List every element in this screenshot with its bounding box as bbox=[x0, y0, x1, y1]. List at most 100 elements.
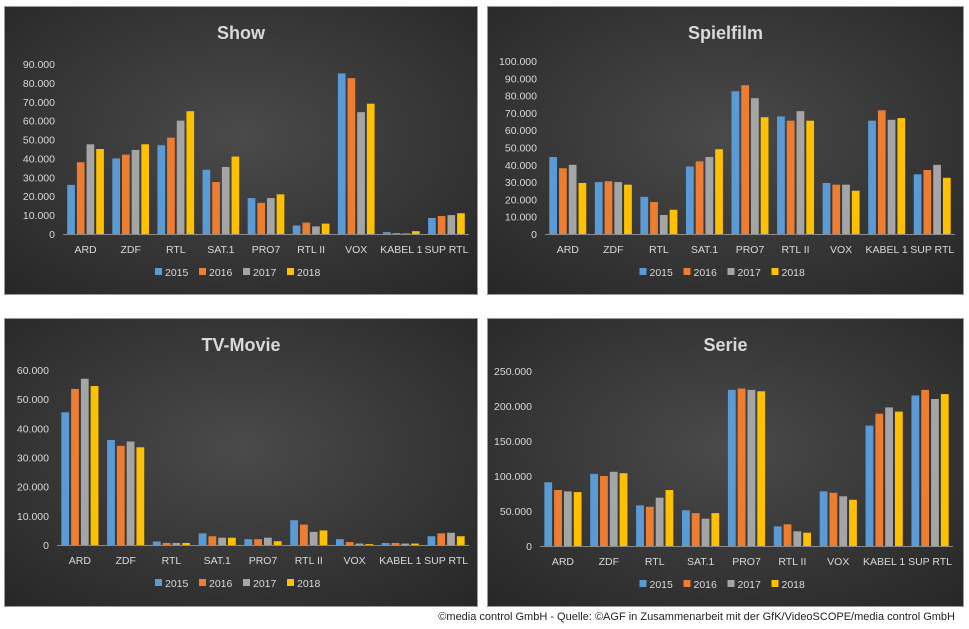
bar-vox-2017 bbox=[839, 496, 848, 546]
x-tick-label: ARD bbox=[552, 556, 575, 568]
y-tick-label: 90.000 bbox=[505, 73, 537, 85]
bar-kabel-1-2015 bbox=[868, 120, 876, 234]
bar-ard-2015 bbox=[67, 184, 75, 234]
legend-swatch-2017 bbox=[727, 268, 735, 275]
x-tick-label: PRO7 bbox=[252, 244, 281, 256]
x-tick-label: ARD bbox=[557, 244, 580, 256]
legend-swatch-2017 bbox=[727, 580, 735, 587]
bar-ard-2017 bbox=[563, 491, 572, 546]
bar-vox-2017 bbox=[357, 112, 365, 234]
chart-background bbox=[5, 7, 477, 294]
bar-pro7-2018 bbox=[276, 194, 285, 234]
bar-sup-rtl-2015 bbox=[428, 217, 436, 234]
bar-rtl-2017 bbox=[659, 214, 668, 234]
y-tick-label: 80.000 bbox=[505, 91, 537, 103]
bar-rtl-ii-2015 bbox=[773, 526, 782, 546]
y-tick-label: 60.000 bbox=[17, 365, 49, 377]
bar-sat-1-2017 bbox=[701, 518, 710, 546]
bar-zdf-2016 bbox=[122, 154, 130, 234]
y-tick-label: 0 bbox=[526, 541, 532, 553]
bar-kabel-1-2016 bbox=[875, 413, 884, 546]
bar-zdf-2016 bbox=[116, 445, 125, 545]
bar-rtl-2015 bbox=[157, 145, 166, 234]
x-tick-label: RTL II bbox=[297, 244, 325, 256]
y-tick-label: 50.000 bbox=[23, 135, 55, 147]
bar-rtl-ii-2015 bbox=[290, 520, 298, 545]
legend-swatch-2016 bbox=[683, 580, 691, 587]
x-tick-label: PRO7 bbox=[732, 556, 761, 568]
bar-sat-1-2016 bbox=[212, 182, 220, 234]
y-tick-label: 30.000 bbox=[23, 172, 55, 184]
legend-swatch-2018 bbox=[771, 268, 779, 275]
bar-rtl-2017 bbox=[176, 120, 185, 234]
bar-sup-rtl-2016 bbox=[437, 533, 446, 545]
bar-sat-1-2017 bbox=[221, 166, 230, 234]
bar-zdf-2018 bbox=[136, 447, 145, 545]
bar-pro7-2016 bbox=[741, 85, 749, 234]
bar-rtl-ii-2018 bbox=[321, 223, 330, 234]
legend-label-2015: 2015 bbox=[650, 267, 674, 279]
bar-pro7-2016 bbox=[257, 202, 265, 234]
bar-kabel-1-2017 bbox=[402, 233, 410, 234]
source-footer: ©media control GmbH - Quelle: ©AGF in Zu… bbox=[438, 611, 955, 623]
chart-svg: Spielfilm 0 10.000 20.000 30.000 40.000 50.000… bbox=[488, 7, 963, 294]
legend-label-2016: 2016 bbox=[209, 267, 233, 279]
bar-vox-2018 bbox=[849, 499, 857, 546]
x-tick-label: RTL II bbox=[295, 555, 323, 567]
chart-panel-tv-movie: TV-Movie 0 10.000 20.000 30.000 40.000 50.000 6… bbox=[4, 318, 478, 607]
x-tick-label: KABEL 1 bbox=[379, 555, 421, 567]
bar-sup-rtl-2015 bbox=[913, 174, 922, 234]
bar-rtl-2015 bbox=[640, 196, 649, 234]
bar-pro7-2016 bbox=[737, 388, 746, 546]
x-tick-label: RTL bbox=[162, 555, 182, 567]
bar-ard-2017 bbox=[80, 378, 89, 545]
bar-rtl-2018 bbox=[669, 209, 678, 234]
legend-swatch-2018 bbox=[771, 580, 779, 587]
bar-sup-rtl-2017 bbox=[447, 215, 456, 234]
bar-ard-2016 bbox=[554, 490, 562, 546]
x-tick-label: SAT.1 bbox=[687, 556, 714, 568]
y-tick-label: 30.000 bbox=[17, 453, 49, 465]
bar-zdf-2017 bbox=[131, 149, 140, 234]
bar-rtl-ii-2017 bbox=[796, 111, 805, 234]
legend-swatch-2015 bbox=[639, 268, 647, 275]
x-tick-label: ARD bbox=[69, 555, 92, 567]
legend-swatch-2015 bbox=[155, 268, 162, 275]
bar-kabel-1-2015 bbox=[381, 542, 390, 545]
bar-sup-rtl-2018 bbox=[940, 394, 949, 546]
x-tick-label: RTL II bbox=[782, 244, 810, 256]
bar-kabel-1-2018 bbox=[411, 543, 419, 545]
bar-ard-2018 bbox=[90, 386, 99, 545]
x-tick-label: VOX bbox=[827, 556, 849, 568]
bar-vox-2018 bbox=[851, 190, 860, 234]
legend-label-2015: 2015 bbox=[165, 578, 189, 590]
y-tick-label: 150.000 bbox=[494, 436, 532, 448]
bar-rtl-2016 bbox=[162, 542, 171, 545]
y-tick-label: 60.000 bbox=[23, 116, 55, 128]
y-tick-label: 100.000 bbox=[494, 471, 532, 483]
bar-rtl-2018 bbox=[182, 542, 191, 545]
bar-kabel-1-2015 bbox=[865, 425, 874, 546]
x-tick-label: ZDF bbox=[120, 244, 140, 256]
bar-pro7-2015 bbox=[244, 539, 253, 545]
x-tick-label: ZDF bbox=[599, 556, 619, 568]
legend-label-2016: 2016 bbox=[209, 578, 233, 590]
legend-swatch-2017 bbox=[243, 579, 250, 586]
y-tick-label: 80.000 bbox=[23, 78, 55, 90]
chart-svg: Show 0 10.000 20.000 30.000 40.000 50.000 60.00… bbox=[5, 7, 477, 294]
bar-ard-2018 bbox=[573, 492, 582, 546]
x-tick-label: RTL bbox=[645, 556, 665, 568]
bar-pro7-2017 bbox=[264, 537, 272, 545]
bar-rtl-ii-2018 bbox=[806, 120, 815, 234]
y-tick-label: 70.000 bbox=[505, 108, 537, 120]
legend-swatch-2018 bbox=[287, 268, 294, 275]
legend-label-2017: 2017 bbox=[253, 267, 277, 279]
bar-pro7-2018 bbox=[273, 541, 282, 545]
x-tick-label: RTL bbox=[649, 244, 669, 256]
legend-swatch-2017 bbox=[243, 268, 250, 275]
bar-zdf-2017 bbox=[126, 441, 135, 545]
bar-pro7-2017 bbox=[751, 98, 759, 234]
bar-rtl-ii-2016 bbox=[783, 524, 792, 546]
bar-sat-1-2018 bbox=[715, 149, 723, 234]
bar-pro7-2015 bbox=[247, 198, 256, 234]
